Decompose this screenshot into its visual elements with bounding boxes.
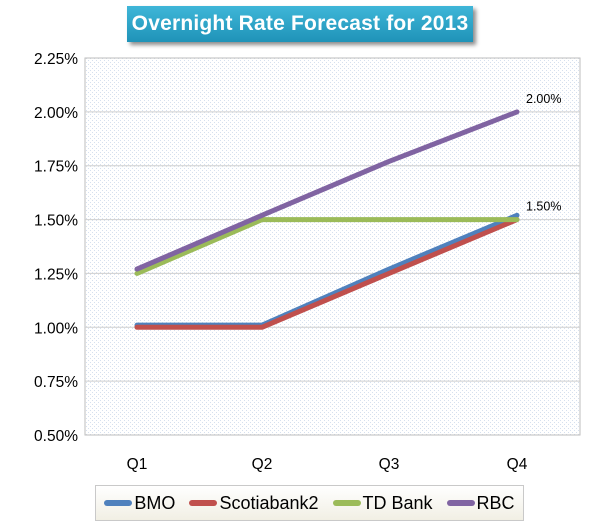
x-tick-label: Q4 <box>507 456 528 473</box>
legend-item: TD Bank <box>332 492 433 514</box>
legend-swatch <box>332 500 361 506</box>
y-tick-label: 1.00% <box>34 320 78 337</box>
y-tick-label: 1.75% <box>34 159 78 176</box>
y-tick-label: 1.50% <box>34 213 78 230</box>
chart-title: Overnight Rate Forecast for 2013 <box>127 6 473 42</box>
y-tick-label: 2.00% <box>34 105 78 122</box>
data-label: 1.50% <box>526 200 561 214</box>
y-tick-label: 2.25% <box>34 51 78 68</box>
x-tick-label: Q1 <box>127 456 148 473</box>
series-line-scotiabank2 <box>134 217 520 330</box>
x-tick-label: Q2 <box>252 456 273 473</box>
legend-swatch <box>104 500 133 506</box>
series-lines <box>134 109 520 330</box>
y-tick-label: 1.25% <box>34 266 78 283</box>
series-line-td-bank <box>134 217 520 276</box>
legend-label: BMO <box>134 492 176 513</box>
y-tick-label: 0.75% <box>34 374 78 391</box>
legend-swatch <box>446 500 475 506</box>
x-tick-label: Q3 <box>379 456 400 473</box>
legend: BMO Scotiabank2 TD Bank RBC <box>95 485 524 521</box>
y-axis-ticks: 0.50% 0.75% 1.00% 1.25% 1.50% 1.75% 2.00% 2.25% <box>34 51 78 445</box>
legend-swatch <box>189 500 218 506</box>
legend-label: TD Bank <box>362 492 433 513</box>
x-axis-ticks: Q1 Q2 Q3 Q4 <box>127 456 528 473</box>
legend-label: Scotiabank2 <box>219 492 319 513</box>
series-line-rbc <box>134 109 520 272</box>
legend-item: BMO <box>104 493 175 514</box>
legend-item: RBC <box>446 492 515 514</box>
legend-item: Scotiabank2 <box>189 492 319 514</box>
legend-label: RBC <box>476 492 515 513</box>
y-tick-label: 0.50% <box>34 428 78 445</box>
data-label: 2.00% <box>526 92 561 106</box>
data-labels: 2.00% 1.50% <box>526 92 561 214</box>
